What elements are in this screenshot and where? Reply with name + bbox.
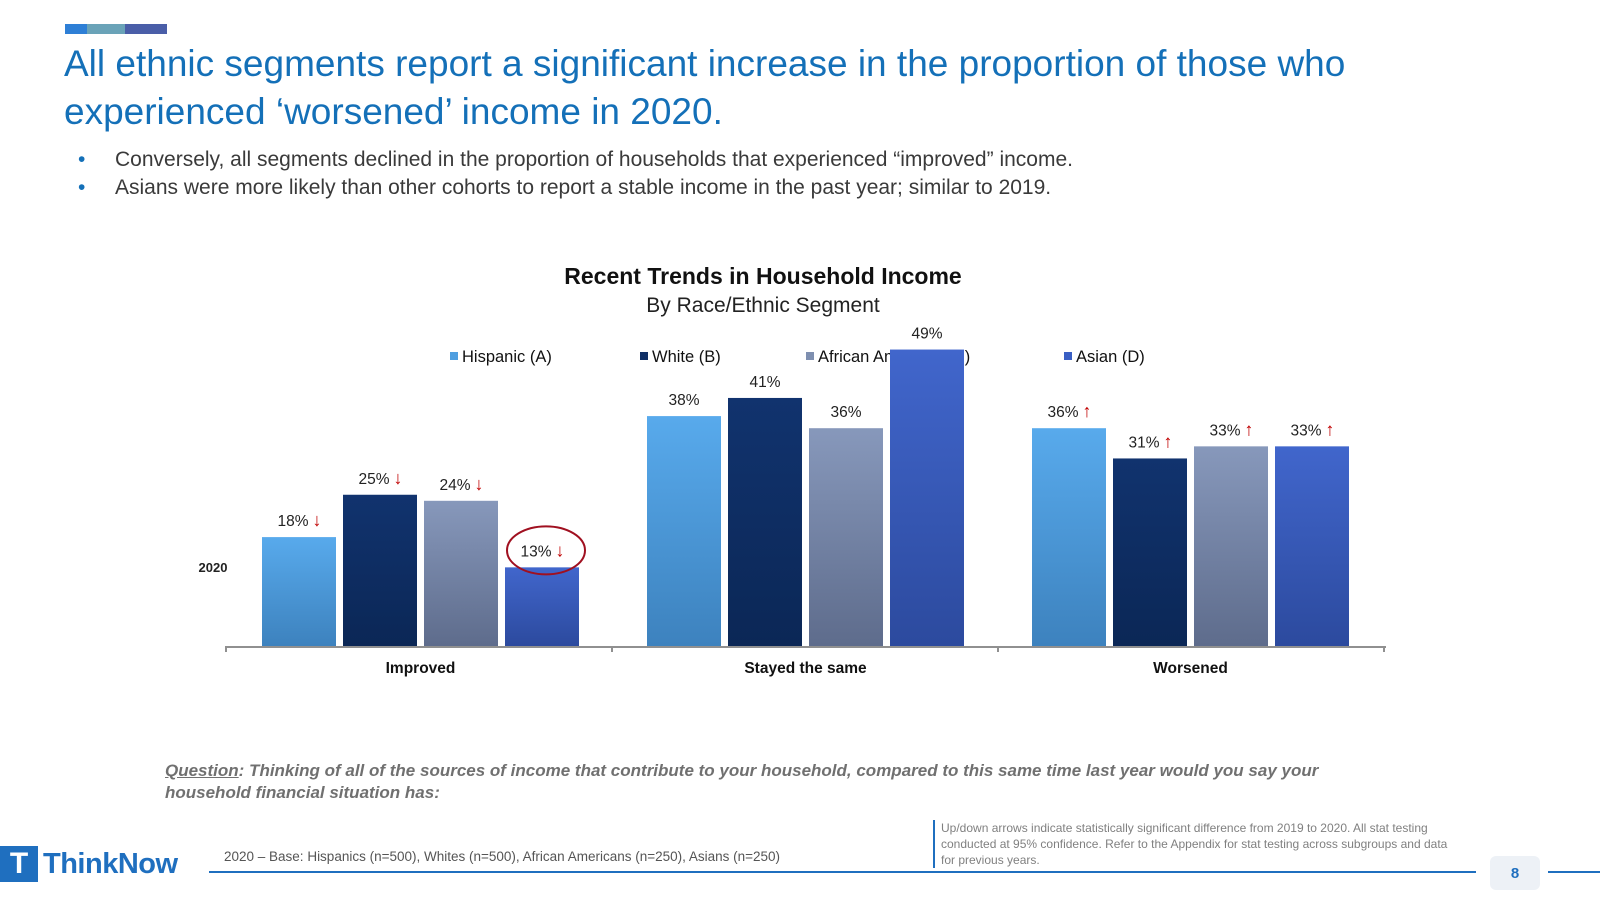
base-note: 2020 – Base: Hispanics (n=500), Whites (… bbox=[224, 849, 781, 864]
bar bbox=[1275, 446, 1349, 646]
bar bbox=[343, 494, 417, 646]
bar bbox=[647, 416, 721, 646]
bar bbox=[1032, 428, 1106, 646]
arrow-up-icon: ↑ bbox=[1164, 431, 1173, 451]
legend-swatch bbox=[450, 352, 458, 360]
data-label: 38% bbox=[668, 392, 699, 409]
legend-swatch bbox=[640, 352, 648, 360]
year-label: 2020 bbox=[199, 560, 228, 575]
bullet-dot: • bbox=[78, 148, 86, 171]
bullet-text: Asians were more likely than other cohor… bbox=[115, 176, 1052, 199]
highlight-circle bbox=[506, 525, 586, 576]
accent-bar bbox=[65, 24, 167, 34]
arrow-up-icon: ↑ bbox=[1083, 401, 1092, 421]
x-tick-label: Worsened bbox=[1153, 660, 1228, 677]
data-label: 31% bbox=[1128, 434, 1159, 451]
data-label: 36% bbox=[1047, 404, 1078, 421]
footer-rule bbox=[209, 871, 1476, 873]
bullet-item: • Asians were more likely than other coho… bbox=[78, 174, 1073, 202]
arrow-down-icon: ↓ bbox=[475, 474, 484, 494]
legend-swatch bbox=[1064, 352, 1072, 360]
bullet-dot: • bbox=[78, 176, 86, 199]
data-label: 13% bbox=[520, 543, 551, 560]
x-axis: Improved Stayed the same Worsened bbox=[225, 646, 1386, 677]
data-label: 25% bbox=[358, 471, 389, 488]
data-label: 41% bbox=[749, 374, 780, 391]
x-tick-label: Improved bbox=[386, 660, 456, 677]
arrow-down-icon: ↓ bbox=[556, 540, 565, 560]
bullet-item: • Conversely, all segments declined in th… bbox=[78, 146, 1073, 174]
legend-label: White (B) bbox=[652, 348, 721, 366]
legend-swatch bbox=[806, 352, 814, 360]
arrow-up-icon: ↑ bbox=[1326, 419, 1335, 439]
bar bbox=[728, 397, 802, 646]
bar bbox=[809, 428, 883, 646]
accent-segment-2 bbox=[87, 24, 125, 34]
legend-label: Asian (D) bbox=[1076, 348, 1145, 366]
footer-rule-right bbox=[1548, 871, 1600, 873]
page-number: 8 bbox=[1490, 856, 1540, 890]
logo-mark: T bbox=[0, 846, 38, 882]
thinknow-logo: T ThinkNow bbox=[0, 846, 178, 882]
chart-title: Recent Trends in Household Income bbox=[564, 263, 961, 289]
bar bbox=[890, 349, 964, 646]
chart-subtitle: By Race/Ethnic Segment bbox=[646, 294, 880, 317]
bar bbox=[424, 500, 498, 646]
logo-text: ThinkNow bbox=[43, 847, 178, 880]
bar bbox=[505, 567, 579, 646]
data-label: 33% bbox=[1290, 422, 1321, 439]
bullet-text: Conversely, all segments declined in the… bbox=[115, 148, 1073, 171]
bar-group: 18% ↓ 38% 36% ↑ 25% ↓ 41% 31% ↑ 24% ↓ 36% 33% ↑ 13% ↓ 49%… bbox=[262, 326, 1349, 646]
arrow-down-icon: ↓ bbox=[313, 510, 322, 530]
bullet-list: • Conversely, all segments declined in th… bbox=[78, 146, 1073, 202]
stat-note: Up/down arrows indicate statistically si… bbox=[933, 820, 1451, 868]
bar bbox=[262, 537, 336, 646]
bar bbox=[1194, 446, 1268, 646]
arrow-down-icon: ↓ bbox=[394, 468, 403, 488]
question-label: Question bbox=[165, 761, 239, 780]
slide-title: All ethnic segments report a significant… bbox=[64, 43, 1346, 132]
legend-label: Hispanic (A) bbox=[462, 348, 552, 366]
question-text: : Thinking of all of the sources of inco… bbox=[165, 761, 1319, 802]
accent-segment-1 bbox=[65, 24, 87, 34]
data-label: 33% bbox=[1209, 422, 1240, 439]
survey-question: Question: Thinking of all of the sources… bbox=[165, 760, 1345, 804]
bar bbox=[1113, 458, 1187, 646]
accent-segment-3 bbox=[125, 24, 167, 34]
data-label: 49% bbox=[911, 326, 942, 343]
chart-legend: Hispanic (A)White (B)African American (C… bbox=[450, 348, 1145, 366]
arrow-up-icon: ↑ bbox=[1245, 419, 1254, 439]
data-label: 24% bbox=[439, 477, 470, 494]
data-label: 18% bbox=[277, 513, 308, 530]
x-tick-label: Stayed the same bbox=[744, 660, 867, 677]
data-label: 36% bbox=[830, 404, 861, 421]
